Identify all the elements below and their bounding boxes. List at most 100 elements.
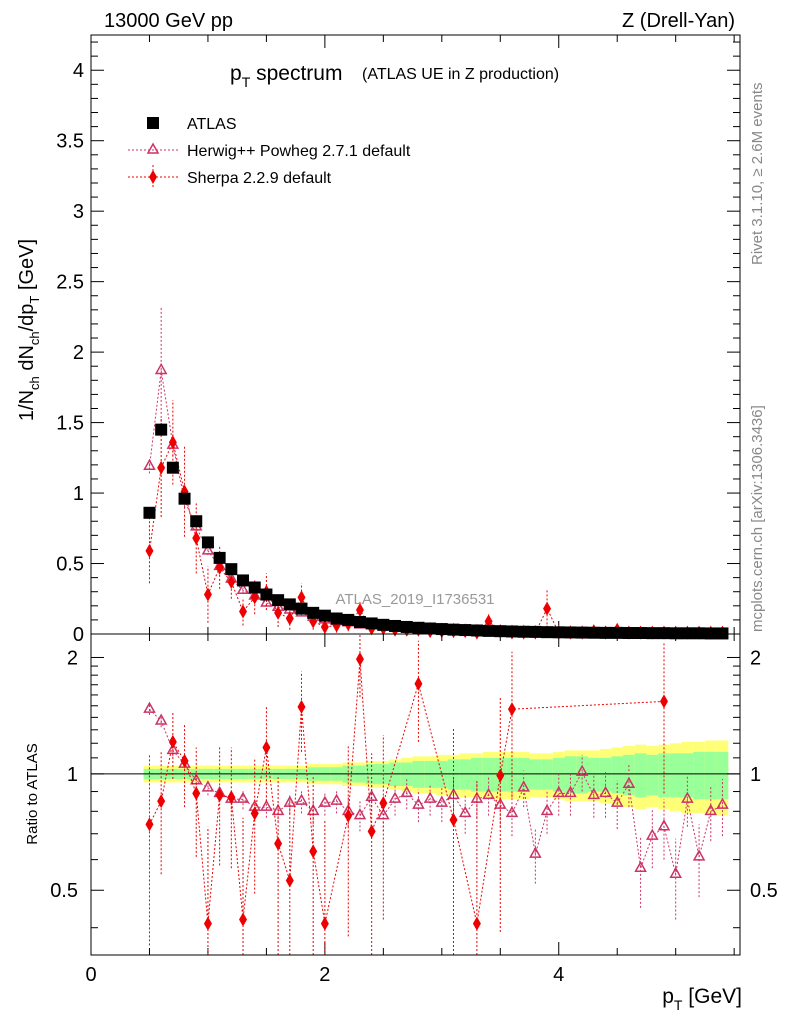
ratio-band-inner	[424, 760, 436, 788]
main-herwig-point	[143, 458, 156, 471]
main-atlas-point	[517, 625, 530, 638]
main-atlas-point	[693, 627, 706, 640]
main-sherpa-point	[145, 543, 154, 558]
legend-entry-sherpa: Sherpa 2.2.9 default	[128, 165, 332, 189]
legend-herwig-marker	[146, 142, 160, 154]
main-atlas-point	[657, 627, 670, 640]
ratio-herwig-point	[494, 797, 507, 809]
main-sherpa-point	[157, 460, 166, 475]
main-y-axis-title: 1/Nch dNch/dpT [GeV]	[16, 239, 42, 421]
ratio-x-tick-label: 4	[553, 964, 564, 986]
ratio-herwig-point	[318, 795, 332, 807]
main-atlas-point	[225, 563, 238, 576]
main-atlas-point	[470, 624, 483, 637]
ratio-sherpa-point	[262, 740, 271, 755]
main-atlas-point	[342, 613, 355, 626]
main-atlas-point	[541, 626, 554, 639]
ratio-band-inner	[471, 757, 483, 792]
ratio-sherpa-point	[379, 796, 388, 811]
ratio-band-inner	[611, 756, 624, 794]
ratio-sherpa-point	[215, 788, 224, 803]
ratio-sherpa-point	[355, 652, 364, 667]
main-atlas-point	[237, 574, 250, 587]
ratio-y-axis-title: Ratio to ATLAS	[24, 743, 41, 844]
legend-sherpa-marker	[149, 170, 157, 184]
ratio-sherpa-point	[344, 808, 353, 823]
legend-atlas-marker	[147, 117, 159, 129]
ratio-sherpa-point	[157, 794, 166, 809]
ratio-sherpa-point	[496, 768, 505, 783]
ratio-herwig-point	[412, 797, 425, 809]
ratio-herwig-point	[143, 701, 156, 713]
ratio-herwig-point	[388, 791, 402, 803]
ratio-herwig-point	[575, 764, 589, 776]
ratio-sherpa-point	[472, 916, 481, 931]
main-atlas-point	[587, 626, 600, 639]
legend-sherpa-label: Sherpa 2.2.9 default	[187, 170, 332, 187]
svg-text:pT [GeV]: pT [GeV]	[662, 985, 742, 1013]
main-atlas-point	[389, 619, 402, 632]
ratio-herwig-point	[622, 776, 636, 788]
ratio-herwig-point	[236, 791, 250, 803]
main-atlas-point	[564, 626, 577, 639]
main-plot-panel: 0 0.5 1 1.5 2 2.5 3 3.5 4	[56, 34, 741, 646]
svg-text:1/Nch dNch/dpT [GeV]: 1/Nch dNch/dpT [GeV]	[16, 239, 42, 421]
main-atlas-point	[155, 423, 168, 436]
ratio-herwig-point	[423, 791, 437, 803]
ratio-sherpa-point	[227, 790, 236, 805]
ratio-band-inner	[646, 754, 659, 796]
ratio-x-tick-label: 0	[85, 964, 96, 986]
main-sherpa-point	[168, 435, 177, 450]
main-atlas-point	[400, 620, 413, 633]
ratio-herwig-point	[365, 789, 378, 801]
ratio-band-inner	[634, 753, 647, 798]
main-atlas-point	[505, 625, 518, 638]
main-sherpa-point	[239, 604, 248, 619]
ratio-sherpa-point	[297, 699, 306, 714]
main-y-tick-label: 3	[73, 201, 84, 223]
main-atlas-point	[201, 536, 214, 549]
main-atlas-point	[377, 618, 390, 631]
main-y-tick-label: 2.5	[56, 272, 84, 294]
main-atlas-point	[307, 606, 320, 619]
ratio-band-inner	[693, 751, 705, 800]
ratio-herwig-point	[154, 713, 168, 725]
main-sherpa-point	[215, 560, 224, 575]
main-atlas-point	[353, 616, 366, 629]
ratio-band-inner	[658, 753, 670, 798]
title-note: (ATLAS UE in Z production)	[362, 66, 559, 83]
ratio-herwig-point	[517, 780, 530, 792]
main-atlas-point	[716, 627, 729, 640]
ratio-band-inner	[459, 759, 472, 790]
main-sherpa-point	[227, 574, 236, 589]
ratio-plot-panel: 0.5 0.5 1 1 2 2 0 2 4	[50, 633, 778, 986]
x-axis-title: pT [GeV]	[662, 985, 742, 1013]
main-atlas-point	[599, 626, 612, 639]
main-atlas-point	[552, 626, 565, 639]
main-y-tick-label: 1	[73, 483, 84, 505]
main-atlas-point	[272, 594, 285, 607]
main-atlas-point	[166, 461, 179, 474]
main-y-tick-label: 1.5	[56, 413, 84, 435]
main-atlas-point	[424, 622, 437, 635]
plot-title: pT spectrum (ATLAS UE in Z production)	[230, 62, 559, 90]
main-sherpa-point	[274, 605, 283, 620]
ratio-y-tick-label: 2	[67, 647, 78, 669]
main-atlas-point	[482, 624, 495, 637]
main-atlas-point	[634, 627, 647, 640]
ratio-herwig-point	[692, 849, 706, 861]
ratio-band-inner	[435, 760, 448, 788]
legend-entry-atlas: ATLAS	[147, 116, 237, 133]
ratio-sherpa-point	[285, 873, 294, 888]
ratio-herwig-point	[260, 799, 273, 811]
main-atlas-point	[190, 515, 203, 528]
main-atlas-point	[435, 623, 448, 636]
ratio-band-inner	[482, 757, 495, 792]
main-y-tick-label: 0.5	[56, 554, 84, 576]
ratio-sherpa-point	[239, 912, 248, 927]
legend-atlas-label: ATLAS	[187, 116, 237, 133]
ratio-herwig-point	[634, 860, 647, 872]
main-atlas-point	[178, 492, 191, 505]
arxiv-label: mcplots.cern.ch [arXiv:1306.3436]	[749, 405, 766, 632]
ratio-band-inner	[716, 751, 729, 800]
